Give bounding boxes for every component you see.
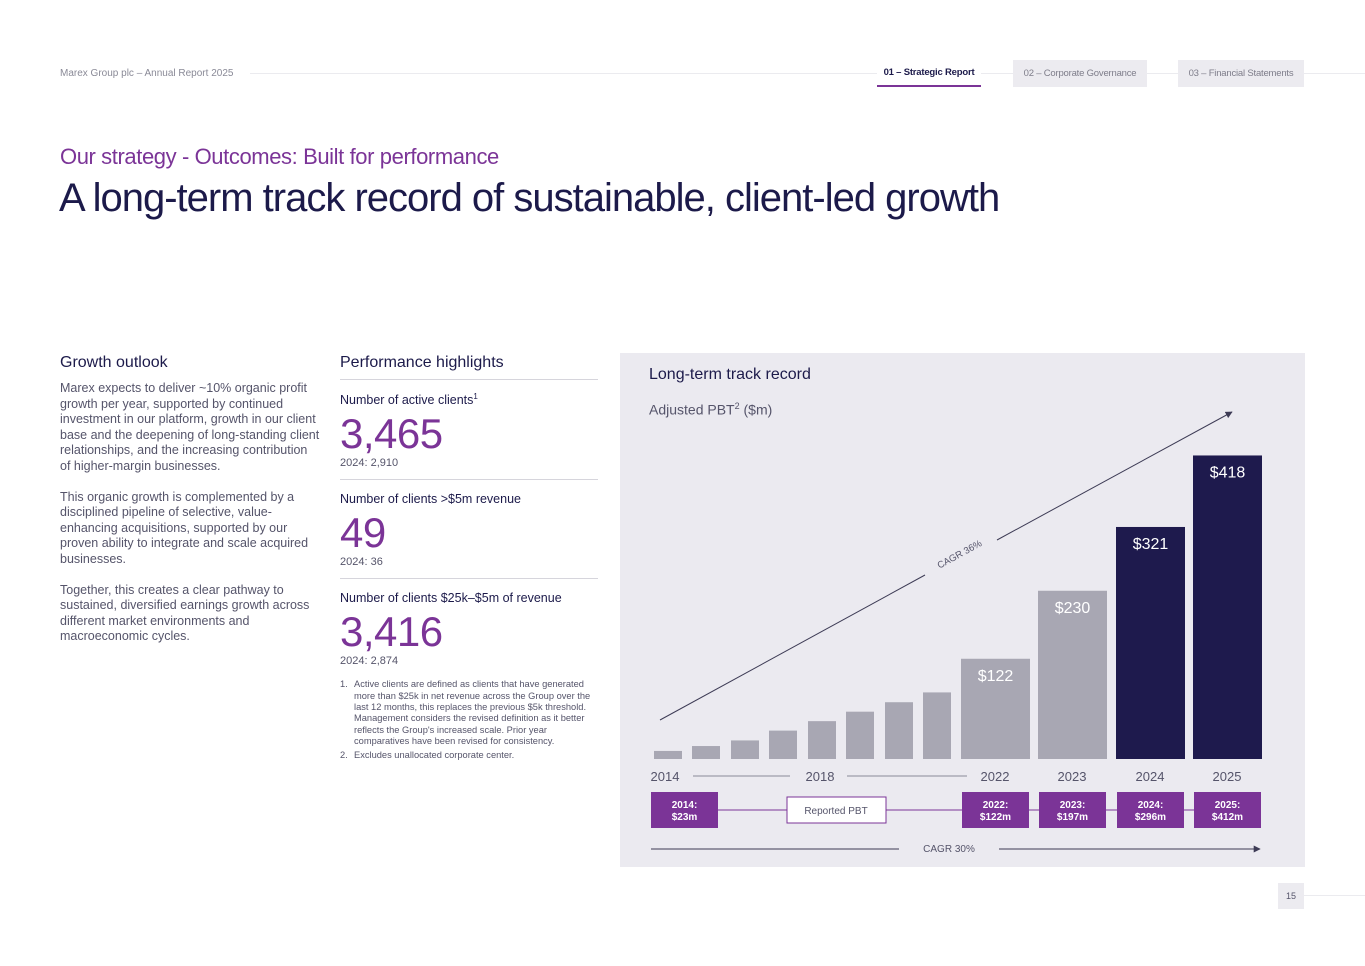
pbt-bar-chart: $122 $230 $321 $418 CAGR 36% 2014 2018 2022 2023… xyxy=(651,411,1262,855)
growth-paragraph: Together, this creates a clear pathway t… xyxy=(60,582,310,644)
metric-previous: 2024: 2,910 xyxy=(340,457,399,470)
reported-pbt-box xyxy=(962,792,1029,828)
bar-2014 xyxy=(654,750,682,759)
bar-value-label: $122 xyxy=(978,668,1014,685)
footnote-ref: 1 xyxy=(473,392,478,401)
page-title: A long-term track record of sustainable,… xyxy=(59,176,1000,220)
bar-value-label: $418 xyxy=(1210,464,1246,481)
bar-2022 xyxy=(961,658,1030,759)
trend-line xyxy=(659,574,926,721)
metric-label: Number of clients >$5m revenue xyxy=(340,492,521,507)
x-tick-label: 2022 xyxy=(981,769,1010,784)
bar-2024 xyxy=(1116,526,1185,759)
performance-heading: Performance highlights xyxy=(340,354,598,380)
trend-cagr-label: CAGR 36% xyxy=(936,538,985,571)
header-rule xyxy=(250,73,1365,74)
tab-strategic-report[interactable]: 01 – Strategic Report xyxy=(877,60,981,87)
growth-outlook-heading: Growth outlook xyxy=(60,354,168,371)
x-tick-label: 2023 xyxy=(1058,769,1087,784)
footnote: 2. Excludes unallocated corporate center. xyxy=(340,749,515,760)
bar-2023 xyxy=(1038,590,1107,759)
growth-paragraph: This organic growth is complemented by a… xyxy=(60,489,309,566)
bar-value-label: $321 xyxy=(1133,536,1169,553)
metric-label: Number of clients $25k–$5m of revenue xyxy=(340,591,562,606)
x-tick-label: 2018 xyxy=(806,769,835,784)
metric-clients-25k-5m: Number of clients $25k–$5m of revenue 3,… xyxy=(340,591,598,667)
reported-pbt-value: 2022: xyxy=(983,800,1009,811)
reported-pbt-value: $122m xyxy=(980,812,1011,823)
metric-previous: 2024: 36 xyxy=(340,556,383,569)
reported-pbt-value: 2014: xyxy=(672,800,698,811)
bottom-cagr-label: CAGR 30% xyxy=(923,844,975,855)
x-tick-label: 2025 xyxy=(1213,769,1242,784)
metric-value: 3,416 xyxy=(340,608,443,656)
bar-2016 xyxy=(731,740,759,759)
growth-outlook-section: Growth outlook Marex expects to deliver … xyxy=(60,354,320,660)
tab-financial-statements[interactable]: 03 – Financial Statements xyxy=(1178,60,1304,87)
metric-clients-over-5m: Number of clients >$5m revenue 49 2024: … xyxy=(340,492,598,580)
bar-2019 xyxy=(846,711,874,759)
reported-pbt-value: $412m xyxy=(1212,812,1243,823)
reported-pbt-box xyxy=(1194,792,1261,828)
reported-pbt-box xyxy=(1117,792,1184,828)
metric-value: 49 xyxy=(340,509,386,557)
report-title: Marex Group plc – Annual Report 2025 xyxy=(60,68,246,79)
reported-pbt-value: 2023: xyxy=(1060,800,1086,811)
metric-label: Number of active clients1 xyxy=(340,392,478,408)
growth-paragraph: Marex expects to deliver ~10% organic pr… xyxy=(60,381,320,473)
bar-2020 xyxy=(885,702,913,759)
bar-2025 xyxy=(1193,455,1262,759)
reported-pbt-box xyxy=(651,792,718,828)
reported-pbt-label: Reported PBT xyxy=(804,806,867,817)
performance-highlights-section: Performance highlights Number of active … xyxy=(340,354,598,761)
long-term-track-record-panel: $122 $230 $321 $418 CAGR 36% 2014 2018 2022 2023… xyxy=(620,353,1305,867)
metric-value: 3,465 xyxy=(340,410,443,458)
reported-pbt-label-box xyxy=(786,796,887,824)
reported-pbt-value: $197m xyxy=(1057,812,1088,823)
bar-2015 xyxy=(692,746,720,759)
bar-2018 xyxy=(808,721,836,759)
footer-rule xyxy=(1304,895,1365,896)
trend-arrow xyxy=(996,411,1233,541)
reported-pbt-value: $23m xyxy=(672,812,698,823)
reported-pbt-box xyxy=(1039,792,1106,828)
x-tick-label: 2014 xyxy=(651,769,680,784)
metric-active-clients: Number of active clients1 3,465 2024: 2,… xyxy=(340,392,598,481)
tab-corporate-governance[interactable]: 02 – Corporate Governance xyxy=(1013,60,1147,87)
reported-pbt-value: $296m xyxy=(1135,812,1166,823)
x-tick-label: 2024 xyxy=(1136,769,1165,784)
page-number: 15 xyxy=(1278,883,1304,909)
bar-2021 xyxy=(923,692,951,759)
section-subtitle: Our strategy - Outcomes: Built for perfo… xyxy=(60,144,499,169)
reported-pbt-value: 2024: xyxy=(1138,800,1164,811)
chart-title: Long-term track record xyxy=(649,366,811,383)
reported-pbt-value: 2025: xyxy=(1215,800,1241,811)
bar-value-label: $230 xyxy=(1055,600,1091,617)
metric-previous: 2024: 2,874 xyxy=(340,655,399,668)
bar-2017 xyxy=(769,730,797,759)
footnote: 1. Active clients are defined as clients … xyxy=(340,679,591,747)
chart-subtitle: Adjusted PBT2 ($m) xyxy=(649,401,773,418)
